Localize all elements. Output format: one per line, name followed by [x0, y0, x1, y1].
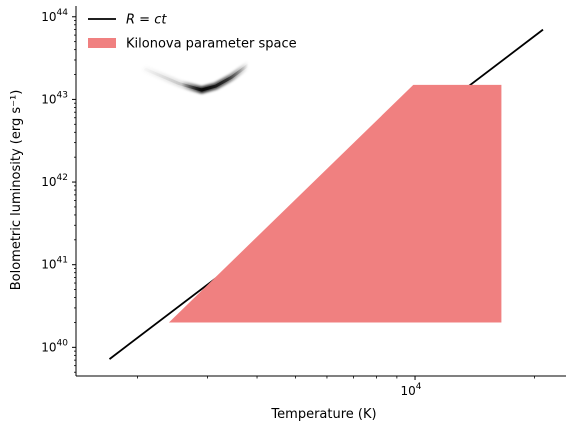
y-tick-label: 1044	[41, 8, 68, 24]
density-track-core	[144, 63, 250, 92]
axes: 1040 1041 1042 1043 1044 104	[41, 6, 566, 398]
legend-swatch-region	[88, 38, 116, 48]
y-tick-label: 1041	[41, 256, 68, 272]
kilonova-region	[168, 84, 502, 323]
y-tick-label: 1042	[41, 173, 68, 189]
y-tick-label: 1043	[41, 90, 68, 106]
legend: R = ct Kilonova parameter space	[88, 13, 297, 52]
plot-area	[108, 28, 544, 360]
x-axis-label: Temperature (K)	[270, 407, 376, 422]
legend-label-rct: R = ct	[126, 13, 167, 28]
legend-label-kilonova: Kilonova parameter space	[126, 37, 297, 52]
y-tick-label: 1040	[41, 338, 68, 354]
y-axis-label: Bolometric luminosity (erg s⁻¹)	[9, 90, 24, 291]
x-tick-label: 104	[401, 382, 422, 398]
